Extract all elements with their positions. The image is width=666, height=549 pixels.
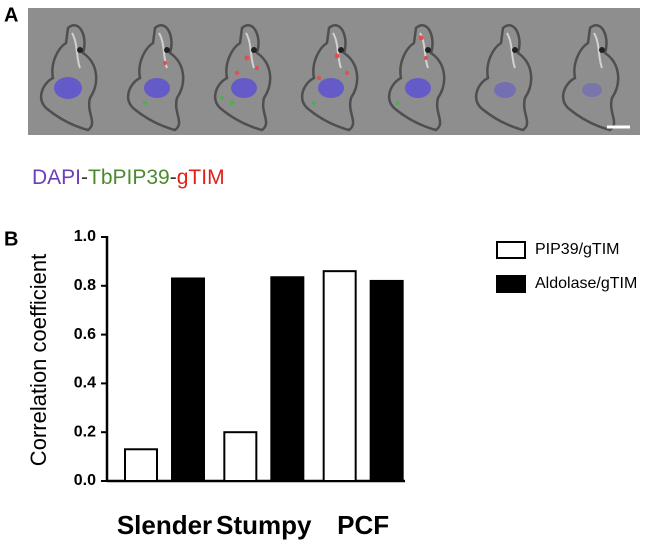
y-tick-label: 0.6	[74, 326, 96, 343]
bar	[171, 277, 205, 483]
stain-part: TbPIP39	[88, 166, 170, 189]
bar	[369, 279, 404, 483]
x-tick-label: Slender	[117, 510, 212, 540]
bar	[270, 276, 305, 483]
stain-part: gTIM	[177, 166, 225, 189]
micrograph-strip	[28, 8, 640, 135]
bar	[223, 431, 258, 483]
x-tick-label: PCF	[337, 510, 389, 540]
legend-label: Aldolase/gTIM	[535, 275, 637, 292]
y-tick-label: 0.8	[74, 277, 96, 294]
y-tick-label: 0.2	[74, 423, 96, 440]
legend-label: PIP39/gTIM	[535, 241, 619, 258]
y-tick-label: 0.4	[74, 375, 96, 392]
stain-part: DAPI	[32, 166, 81, 189]
x-tick-label: Stumpy	[216, 510, 312, 540]
panel-label: B	[4, 228, 18, 250]
panel-label: A	[4, 4, 18, 26]
legend-swatch	[496, 241, 526, 259]
stain-part: -	[81, 166, 88, 189]
stain-legend: DAPI-TbPIP39-gTIM	[32, 166, 225, 189]
stain-part: -	[170, 166, 177, 189]
y-axis-title: Correlation coefficient	[26, 254, 51, 466]
y-tick-label: 1.0	[74, 228, 96, 245]
bar	[322, 270, 357, 482]
legend-swatch	[496, 275, 526, 293]
bar	[124, 448, 158, 482]
y-tick-label: 0.0	[74, 472, 96, 489]
